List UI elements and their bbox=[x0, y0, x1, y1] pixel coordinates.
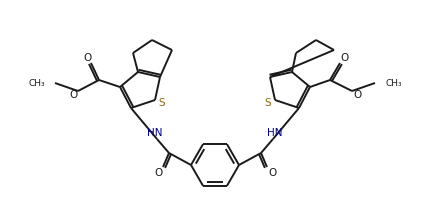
Text: O: O bbox=[340, 53, 348, 63]
Text: S: S bbox=[159, 98, 165, 108]
Text: O: O bbox=[353, 90, 361, 100]
Text: O: O bbox=[69, 90, 77, 100]
Text: O: O bbox=[154, 168, 162, 178]
Text: CH₃: CH₃ bbox=[28, 79, 45, 87]
Text: O: O bbox=[83, 53, 91, 63]
Text: O: O bbox=[268, 168, 276, 178]
Text: HN: HN bbox=[267, 128, 283, 138]
Text: S: S bbox=[265, 98, 271, 108]
Text: CH₃: CH₃ bbox=[385, 79, 402, 87]
Text: HN: HN bbox=[147, 128, 163, 138]
